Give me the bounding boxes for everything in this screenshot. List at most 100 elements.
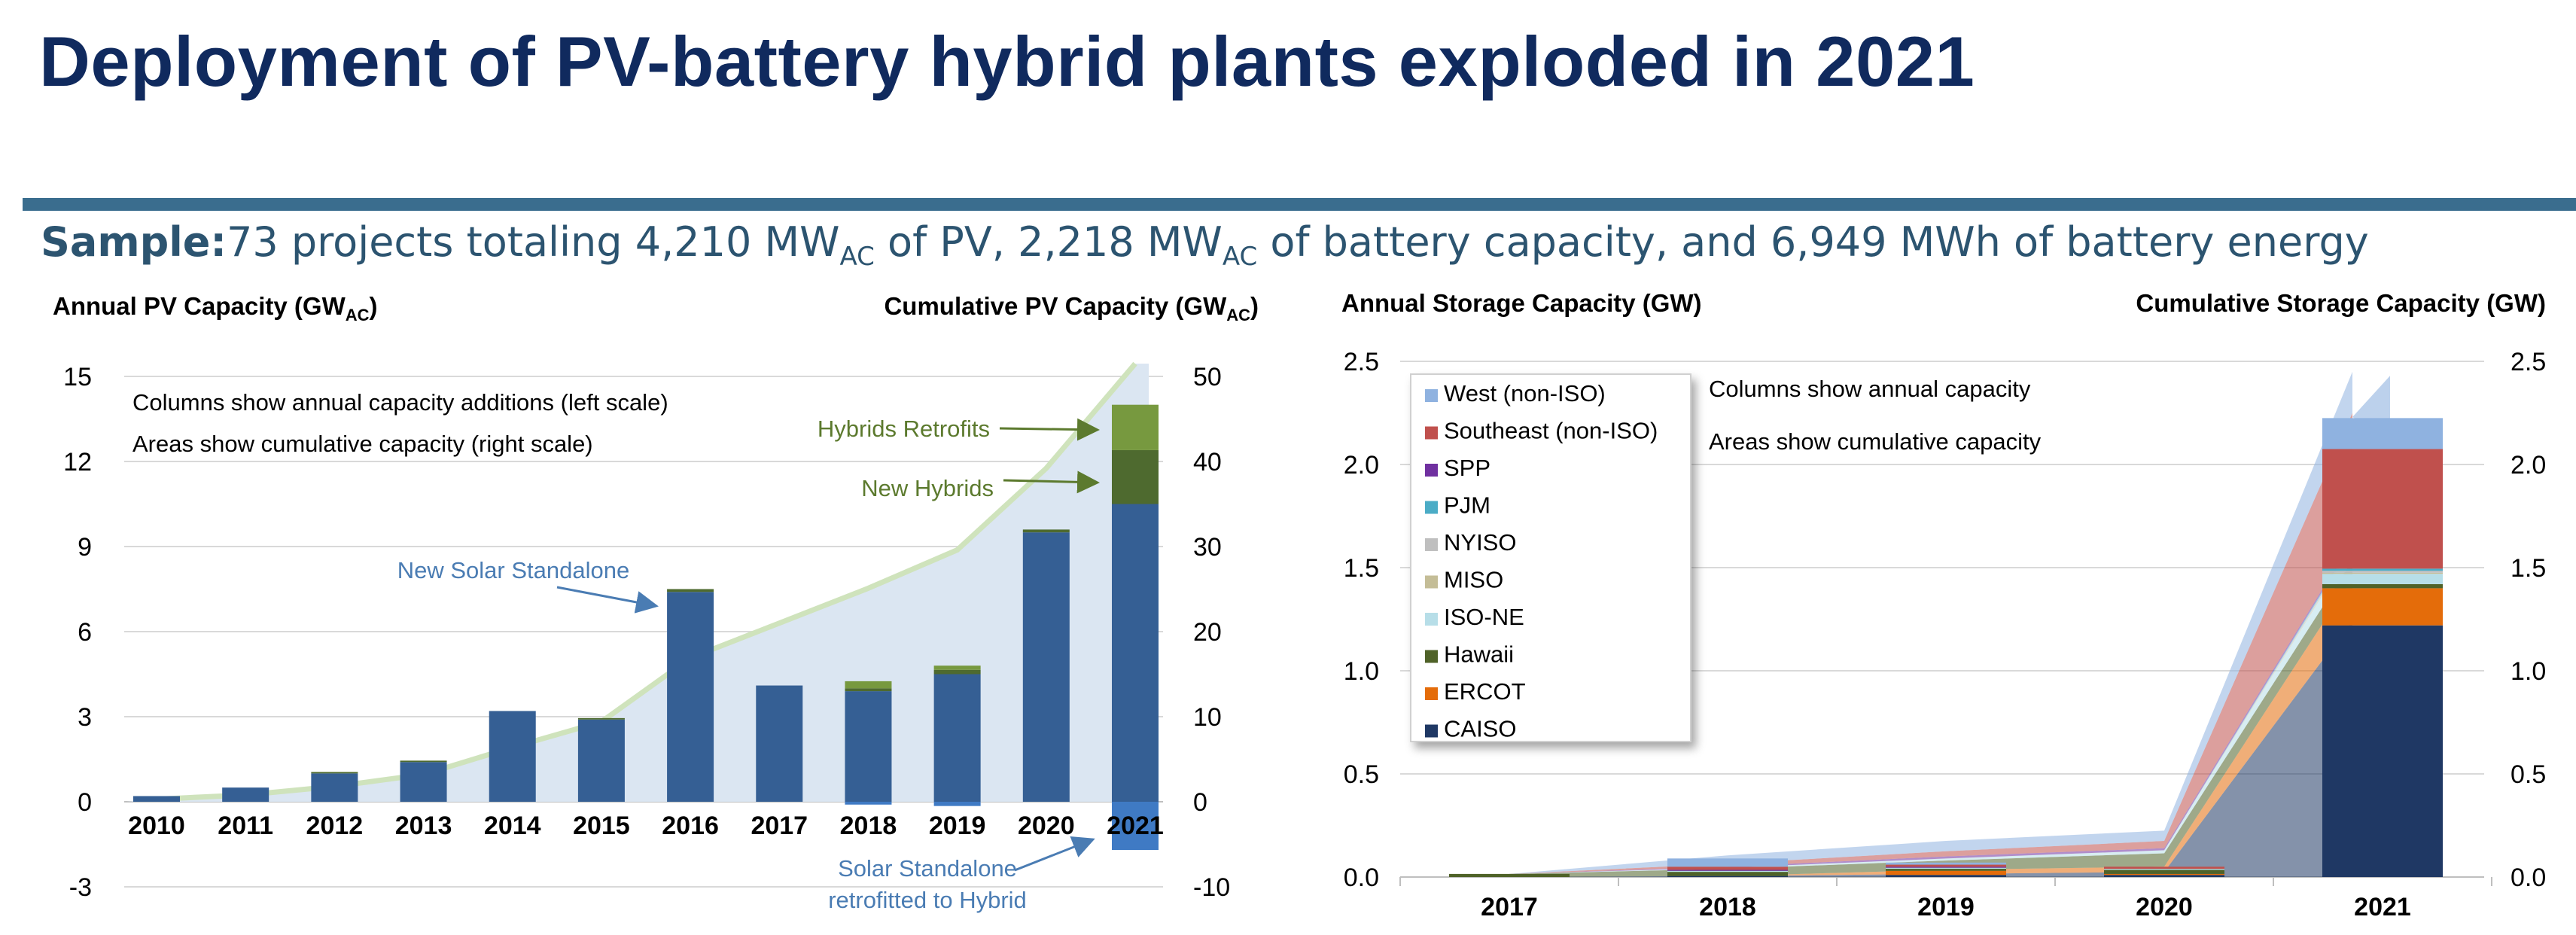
y-tick-label: 12 — [63, 448, 92, 477]
legend-item: West (non-ISO) — [1425, 380, 1606, 407]
y-tick-label: 9 — [78, 533, 92, 562]
bar-isone-2019 — [1886, 867, 2006, 870]
bar-ercot-2019 — [1886, 870, 2006, 876]
bar-hawaii-2017 — [1449, 873, 1570, 877]
x-tick-label: 2019 — [929, 812, 986, 840]
bar-nyiso-2021 — [2322, 571, 2443, 573]
y-tick-label: 1.5 — [1344, 554, 1379, 583]
bar-solar-2020 — [1022, 532, 1070, 802]
bar-solar-2011 — [222, 787, 269, 802]
legend-label: Hawaii — [1444, 641, 1514, 668]
bar-solar-2012 — [311, 773, 358, 802]
legend-item: Hawaii — [1425, 641, 1514, 668]
y2-tick-label: 1.5 — [2511, 554, 2546, 583]
annotation-retrofit-line2: retrofitted to Hybrid — [828, 887, 1027, 913]
x-tick-label: 2013 — [395, 812, 452, 840]
bar-solar-2013 — [400, 762, 447, 802]
storage-capacity-chart: Annual Storage Capacity (GW) Cumulative S… — [1341, 289, 2546, 921]
bar-caiso-2019 — [1886, 875, 2006, 877]
y2-axis-title: Cumulative Storage Capacity (GW) — [2136, 289, 2546, 317]
annotation-arrow — [1003, 471, 1100, 494]
bar-retrofit-negative-2018 — [845, 802, 892, 805]
bar-solar-2018 — [845, 691, 892, 802]
legend-item: CAISO — [1425, 716, 1516, 742]
slide-title: Deployment of PV-battery hybrid plants e… — [39, 22, 1975, 101]
legend-swatch-west — [1425, 389, 1438, 402]
legend-label: MISO — [1444, 567, 1503, 593]
legend-item: PJM — [1425, 492, 1490, 519]
y2-tick-label: 0.0 — [2511, 863, 2546, 892]
bar-isone-2018 — [1667, 870, 1788, 873]
x-tick-label: 2021 — [1107, 812, 1164, 840]
y2-tick-label: 30 — [1193, 533, 1222, 562]
legend-label: NYISO — [1444, 529, 1516, 556]
pv-capacity-chart: Annual PV Capacity (GWAC) Cumulative PV C… — [53, 292, 1259, 913]
x-tick-label: 2018 — [840, 812, 897, 840]
annotation-arrow — [1014, 836, 1095, 872]
bar-ercot-2021 — [2322, 588, 2443, 626]
legend-label: SPP — [1444, 455, 1490, 481]
legend-label: ISO-NE — [1444, 604, 1524, 630]
bar-hybrids-2016 — [667, 589, 714, 592]
bar-miso-2021 — [2322, 572, 2443, 574]
legend-item: ISO-NE — [1425, 604, 1524, 630]
y-tick-label: 0 — [78, 788, 92, 817]
bar-southeast-2020 — [2104, 866, 2224, 870]
y2-tick-label: 0.5 — [2511, 760, 2546, 789]
y2-tick-label: -10 — [1193, 873, 1230, 902]
legend-swatch-pjm — [1425, 501, 1438, 514]
bar-retrofits-2018 — [845, 681, 892, 689]
bar-hawaii-2020 — [2104, 870, 2224, 874]
bar-hybrids-2018 — [845, 688, 892, 692]
legend-item: SPP — [1425, 455, 1490, 481]
bar-hawaii-2019 — [1886, 869, 2006, 871]
bar-spp-2019 — [1886, 866, 2006, 868]
bar-retrofit-negative-2021 — [1112, 802, 1159, 851]
legend-item: Southeast (non-ISO) — [1425, 418, 1658, 444]
bar-southeast-2021 — [2322, 449, 2443, 569]
bar-solar-2016 — [667, 592, 714, 802]
legend-swatch-ercot — [1425, 687, 1438, 700]
cumulative-area — [126, 364, 1149, 802]
legend-label: West (non-ISO) — [1444, 380, 1606, 407]
bar-hybrids-2012 — [311, 772, 358, 774]
legend-item: ERCOT — [1425, 678, 1526, 705]
legend-swatch-caiso — [1425, 724, 1438, 738]
header-divider — [23, 198, 2576, 211]
bar-west-2019 — [1886, 862, 2006, 865]
x-tick-label: 2018 — [1699, 893, 1756, 921]
legend-swatch-southeast — [1425, 426, 1438, 440]
x-tick-label: 2010 — [128, 812, 185, 840]
bar-solar-2014 — [489, 711, 536, 802]
y-tick-label: 15 — [63, 363, 92, 391]
cumulative-area-caiso — [1509, 620, 2352, 877]
bar-solar-2010 — [133, 796, 180, 802]
bar-hawaii-2021 — [2322, 583, 2443, 589]
legend-swatch-nyiso — [1425, 538, 1438, 551]
bar-isone-2020 — [2104, 869, 2224, 870]
bar-pjm-2021 — [2322, 568, 2443, 571]
x-tick-label: 2014 — [484, 812, 541, 840]
y2-tick-label: 0 — [1193, 788, 1207, 817]
bar-hawaii-2018 — [1667, 872, 1788, 876]
y-axis-title: Annual Storage Capacity (GW) — [1341, 289, 1702, 317]
legend-box — [1410, 373, 1691, 742]
bar-caiso-2021 — [2322, 625, 2443, 877]
bar-southeast-2018 — [1667, 866, 1788, 870]
legend-swatch-isone — [1425, 613, 1438, 626]
x-tick-label: 2011 — [218, 812, 273, 840]
x-tick-label: 2017 — [1481, 893, 1538, 921]
y2-tick-label: 20 — [1193, 618, 1222, 647]
bar-solar-2021 — [1112, 504, 1159, 802]
bar-caiso-2018 — [1667, 876, 1788, 877]
x-tick-label: 2017 — [751, 812, 808, 840]
annotation-solar-standalone: New Solar Standalone — [397, 557, 629, 583]
y-tick-label: 2.5 — [1344, 348, 1379, 376]
bar-hybrids-2020 — [1022, 529, 1070, 533]
bar-hybrids-2021 — [1112, 449, 1159, 504]
x-tick-label: 2019 — [1917, 893, 1975, 921]
bar-west-2021 — [2322, 418, 2443, 449]
legend-label: ERCOT — [1444, 678, 1526, 705]
legend-swatch-hawaii — [1425, 650, 1438, 663]
